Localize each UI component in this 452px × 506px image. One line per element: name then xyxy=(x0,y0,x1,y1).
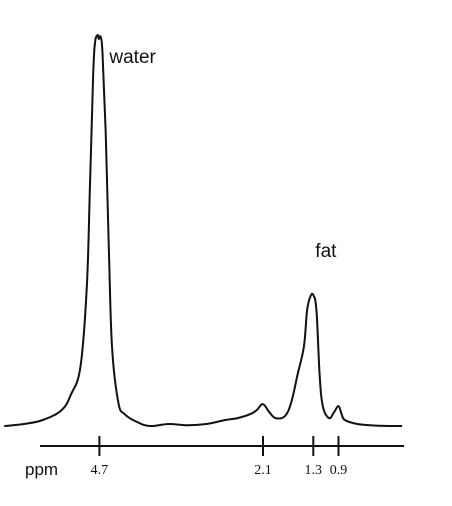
tick-label-1: 2.1 xyxy=(254,463,272,478)
peak-annotations: water fat xyxy=(108,47,337,262)
x-axis-label: ppm xyxy=(25,460,58,479)
tick-label-0: 4.7 xyxy=(91,463,109,478)
tick-label-2: 1.3 xyxy=(305,463,323,478)
spectrum-line xyxy=(4,33,403,428)
annotation-1: fat xyxy=(315,241,337,262)
annotation-0: water xyxy=(108,47,156,68)
x-axis-ticks: 4.7 2.1 1.3 0.9 xyxy=(91,436,348,478)
tick-label-3: 0.9 xyxy=(330,463,348,478)
